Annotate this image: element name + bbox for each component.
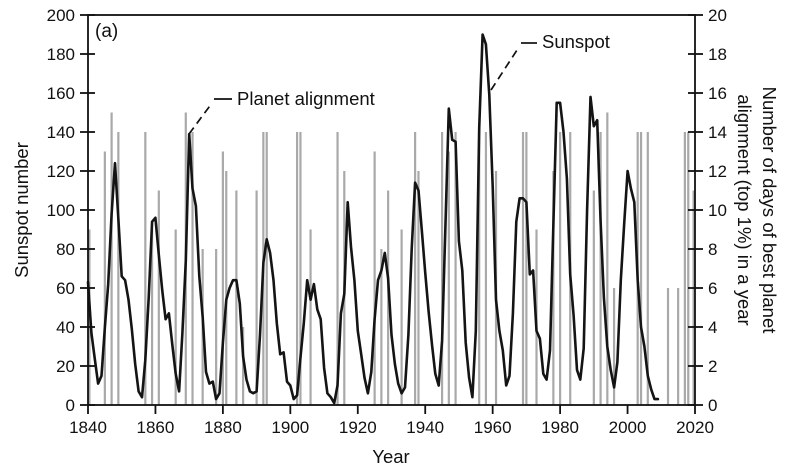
y-axis-label-left: Sunspot number: [11, 142, 32, 278]
panel-label: (a): [95, 21, 119, 42]
right-tick-label: 4: [708, 318, 717, 337]
left-tick-label: 180: [47, 45, 75, 64]
plot-frame: [87, 14, 696, 406]
x-tick-label: 1840: [69, 418, 107, 437]
left-tick-label: 140: [47, 123, 75, 142]
y-axis-label-right-line1: Number of days of best planet: [759, 86, 780, 334]
right-tick-label: 6: [708, 279, 717, 298]
left-tick-label: 100: [47, 201, 75, 220]
right-tick-label: 12: [708, 162, 727, 181]
sunspot-leader-dashed: [490, 46, 520, 91]
right-tick-label: 16: [708, 84, 727, 103]
sunspot-line: [86, 33, 660, 405]
x-tick-label: 2020: [676, 418, 714, 437]
x-tick-label: 1920: [339, 418, 377, 437]
right-tick-label: 8: [708, 240, 717, 259]
annotation-sunspot: Sunspot: [542, 31, 610, 52]
x-tick-label: 1940: [406, 418, 444, 437]
left-tick-label: 0: [66, 396, 75, 415]
right-tick-label: 2: [708, 357, 717, 376]
x-tick-label: 1900: [271, 418, 309, 437]
left-tick-label: 120: [47, 162, 75, 181]
right-tick-label: 18: [708, 45, 727, 64]
x-tick-label: 1860: [137, 418, 175, 437]
right-tick-label: 14: [708, 123, 727, 142]
x-tick-label: 2000: [609, 418, 647, 437]
left-tick-label: 40: [56, 318, 75, 337]
right-tick-label: 0: [708, 396, 717, 415]
left-tick-label: 80: [56, 240, 75, 259]
x-tick-label: 1880: [204, 418, 242, 437]
left-tick-label: 60: [56, 279, 75, 298]
right-tick-label: 20: [708, 6, 727, 25]
left-tick-label: 200: [47, 6, 75, 25]
annotation-planet-alignment: Planet alignment: [237, 88, 375, 109]
x-tick-label: 1980: [541, 418, 579, 437]
x-axis-label: Year: [372, 446, 410, 467]
y-axis-label-right-line2: alignment (top 1%) in a year: [734, 94, 755, 326]
right-tick-label: 10: [708, 201, 727, 220]
left-tick-label: 160: [47, 84, 75, 103]
x-tick-label: 1960: [474, 418, 512, 437]
left-tick-label: 20: [56, 357, 75, 376]
y-axis-label-right: Number of days of best planet alignment …: [732, 87, 782, 334]
planet-alignment-leader-dashed: [188, 102, 213, 135]
